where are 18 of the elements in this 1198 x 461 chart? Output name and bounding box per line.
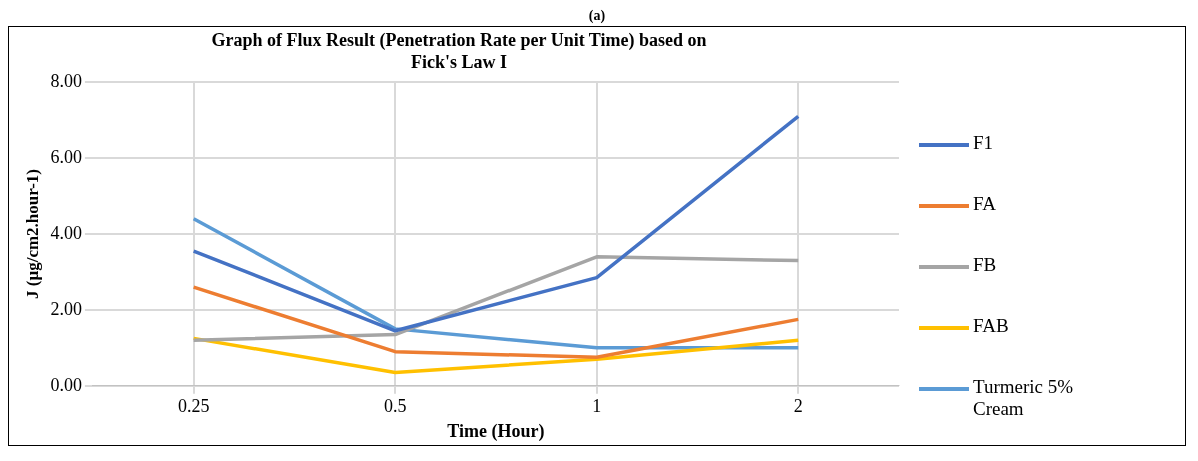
legend-label: FB (973, 254, 998, 276)
legend-label: Turmeric 5% Cream (973, 376, 1075, 420)
x-tick-label: 1 (592, 396, 602, 417)
y-axis-title: J (µg/cm2.hour-1) (22, 168, 42, 300)
x-axis-title: Time (Hour) (447, 420, 545, 442)
y-tick-label: 8.00 (50, 70, 82, 91)
x-tick-label: 0.25 (177, 396, 210, 417)
y-tick-label: 6.00 (50, 146, 82, 167)
legend-label: F1 (973, 132, 995, 154)
x-tick-label: 2 (793, 396, 803, 417)
text: (a) (587, 8, 607, 24)
x-tick-label: 0.5 (383, 396, 407, 417)
y-tick-label: 2.00 (50, 298, 82, 319)
chart-title: Graph of Flux Result (Penetration Rate per Unit Time) based on Fick's Law I (211, 30, 707, 73)
y-tick-label: 4.00 (50, 222, 82, 243)
legend-label: FA (973, 193, 997, 215)
legend-label: FAB (973, 315, 1010, 337)
y-tick-label: 0.00 (50, 374, 82, 395)
